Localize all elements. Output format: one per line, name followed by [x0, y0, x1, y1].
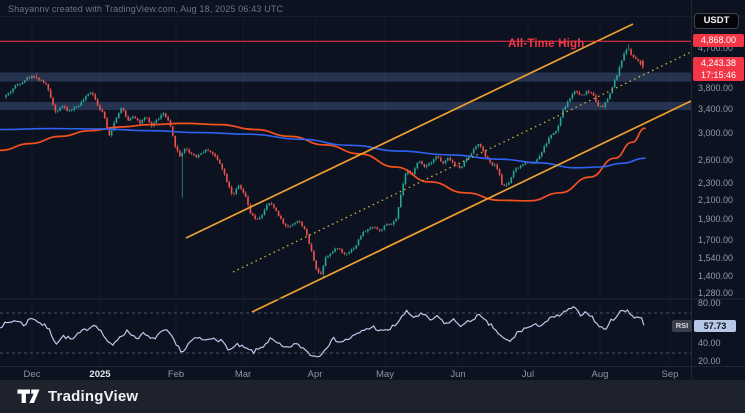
time-tick-label: Feb — [167, 369, 185, 380]
time-tick-label: May — [376, 369, 394, 380]
time-tick-label: Sep — [661, 369, 679, 380]
time-tick-label: Dec — [23, 369, 41, 380]
price-tick-label: 1,900.00 — [698, 214, 734, 224]
tradingview-footer: TradingView — [0, 380, 745, 413]
price-tick-label: 1,400.00 — [698, 271, 734, 281]
time-tick-label: Aug — [591, 369, 609, 380]
price-tick-label: 1,540.00 — [698, 253, 734, 263]
price-tick-label: 2,100.00 — [698, 195, 734, 205]
tradingview-logo-icon[interactable] — [17, 389, 40, 404]
last-price-badge: 4,243.38 17:15:46 — [693, 57, 744, 81]
last-price-value: 4,243.38 — [700, 58, 737, 68]
price-tick-label: 2,300.00 — [698, 178, 734, 188]
rsi-value-badge: 57.73 — [694, 320, 736, 332]
ma-blue-line — [0, 127, 646, 169]
currency-toggle-button[interactable]: USDT — [694, 13, 739, 29]
price-chart-canvas[interactable] — [0, 0, 745, 380]
all-time-high-label: All-Time High — [508, 38, 585, 50]
price-tick-label: 3,000.00 — [698, 128, 734, 138]
rsi-tick-label: 20.00 — [698, 356, 721, 366]
channel-midline-dotted[interactable] — [232, 51, 692, 273]
candlestick-series — [5, 44, 644, 279]
price-tick-label: 4,700.00 — [698, 43, 734, 53]
rsi-line — [0, 305, 645, 358]
tradingview-wordmark[interactable]: TradingView — [48, 388, 139, 405]
bar-countdown: 17:15:46 — [700, 70, 737, 80]
time-tick-label: Jun — [450, 369, 466, 380]
rsi-tick-label: 40.00 — [698, 338, 721, 348]
sr-zone-bands — [0, 72, 691, 111]
channel-upper-trendline[interactable] — [185, 23, 634, 239]
time-tick-label: Mar — [234, 369, 252, 380]
ath-price-badge: 4,868.00 — [693, 34, 744, 47]
rsi-label-badge: RSI — [672, 320, 692, 332]
time-tick-label: Jul — [521, 369, 535, 380]
price-tick-label: 2,600.00 — [698, 155, 734, 165]
channel-lower-trendline[interactable] — [251, 100, 692, 313]
time-tick-label: Apr — [307, 369, 323, 380]
price-tick-label: 1,280.00 — [698, 288, 734, 298]
attribution-text: Shayannv created with TradingView.com, A… — [8, 4, 284, 14]
price-tick-label: 3,800.00 — [698, 83, 734, 93]
price-tick-label: 1,700.00 — [698, 235, 734, 245]
rsi-tick-label: 80.00 — [698, 298, 721, 308]
ma-red-line — [0, 122, 646, 202]
time-tick-label: 2025 — [89, 369, 111, 380]
price-tick-label: 3,400.00 — [698, 104, 734, 114]
